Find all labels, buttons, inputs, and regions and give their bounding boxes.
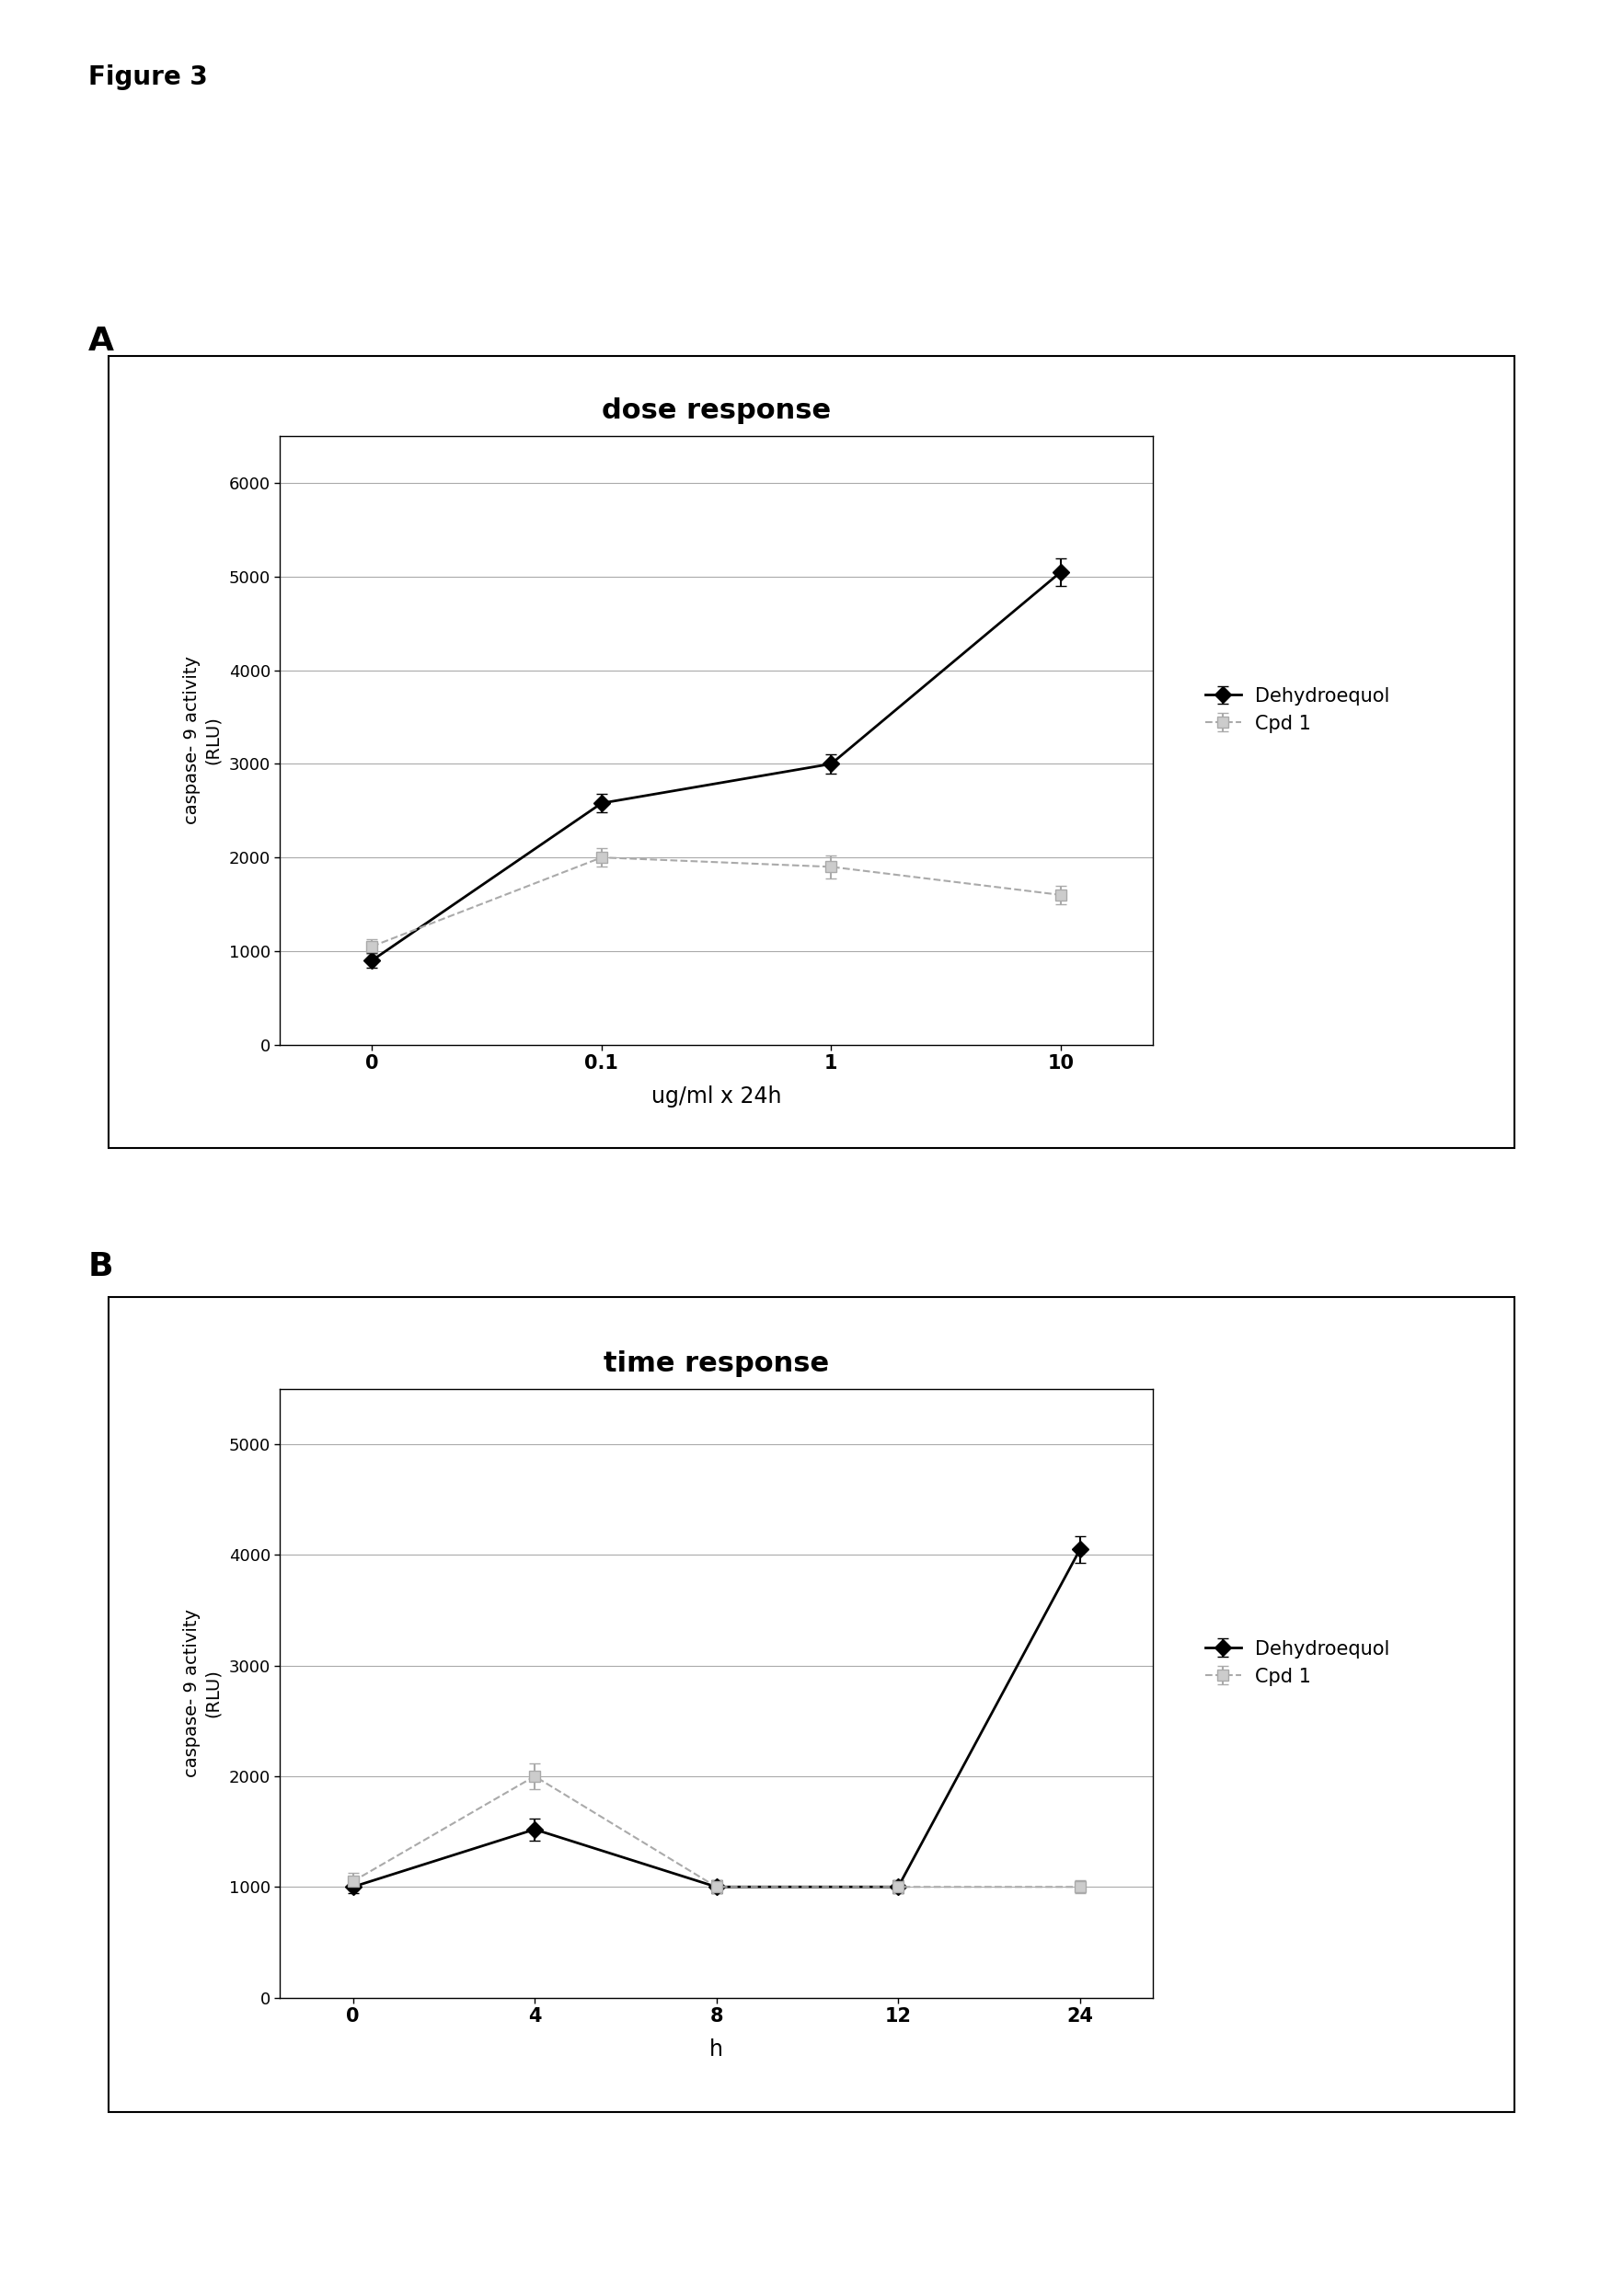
Y-axis label: caspase- 9 activity
(RLU): caspase- 9 activity (RLU): [184, 1609, 221, 1777]
X-axis label: ug/ml x 24h: ug/ml x 24h: [651, 1086, 781, 1107]
X-axis label: h: h: [709, 2039, 723, 2060]
Legend: Dehydroequol, Cpd 1: Dehydroequol, Cpd 1: [1205, 1639, 1389, 1685]
Title: time response: time response: [603, 1350, 829, 1378]
Legend: Dehydroequol, Cpd 1: Dehydroequol, Cpd 1: [1205, 687, 1389, 732]
Y-axis label: caspase- 9 activity
(RLU): caspase- 9 activity (RLU): [184, 657, 221, 824]
Text: B: B: [88, 1251, 114, 1283]
Text: Figure 3: Figure 3: [88, 64, 208, 90]
Title: dose response: dose response: [602, 397, 830, 425]
Text: A: A: [88, 326, 114, 358]
